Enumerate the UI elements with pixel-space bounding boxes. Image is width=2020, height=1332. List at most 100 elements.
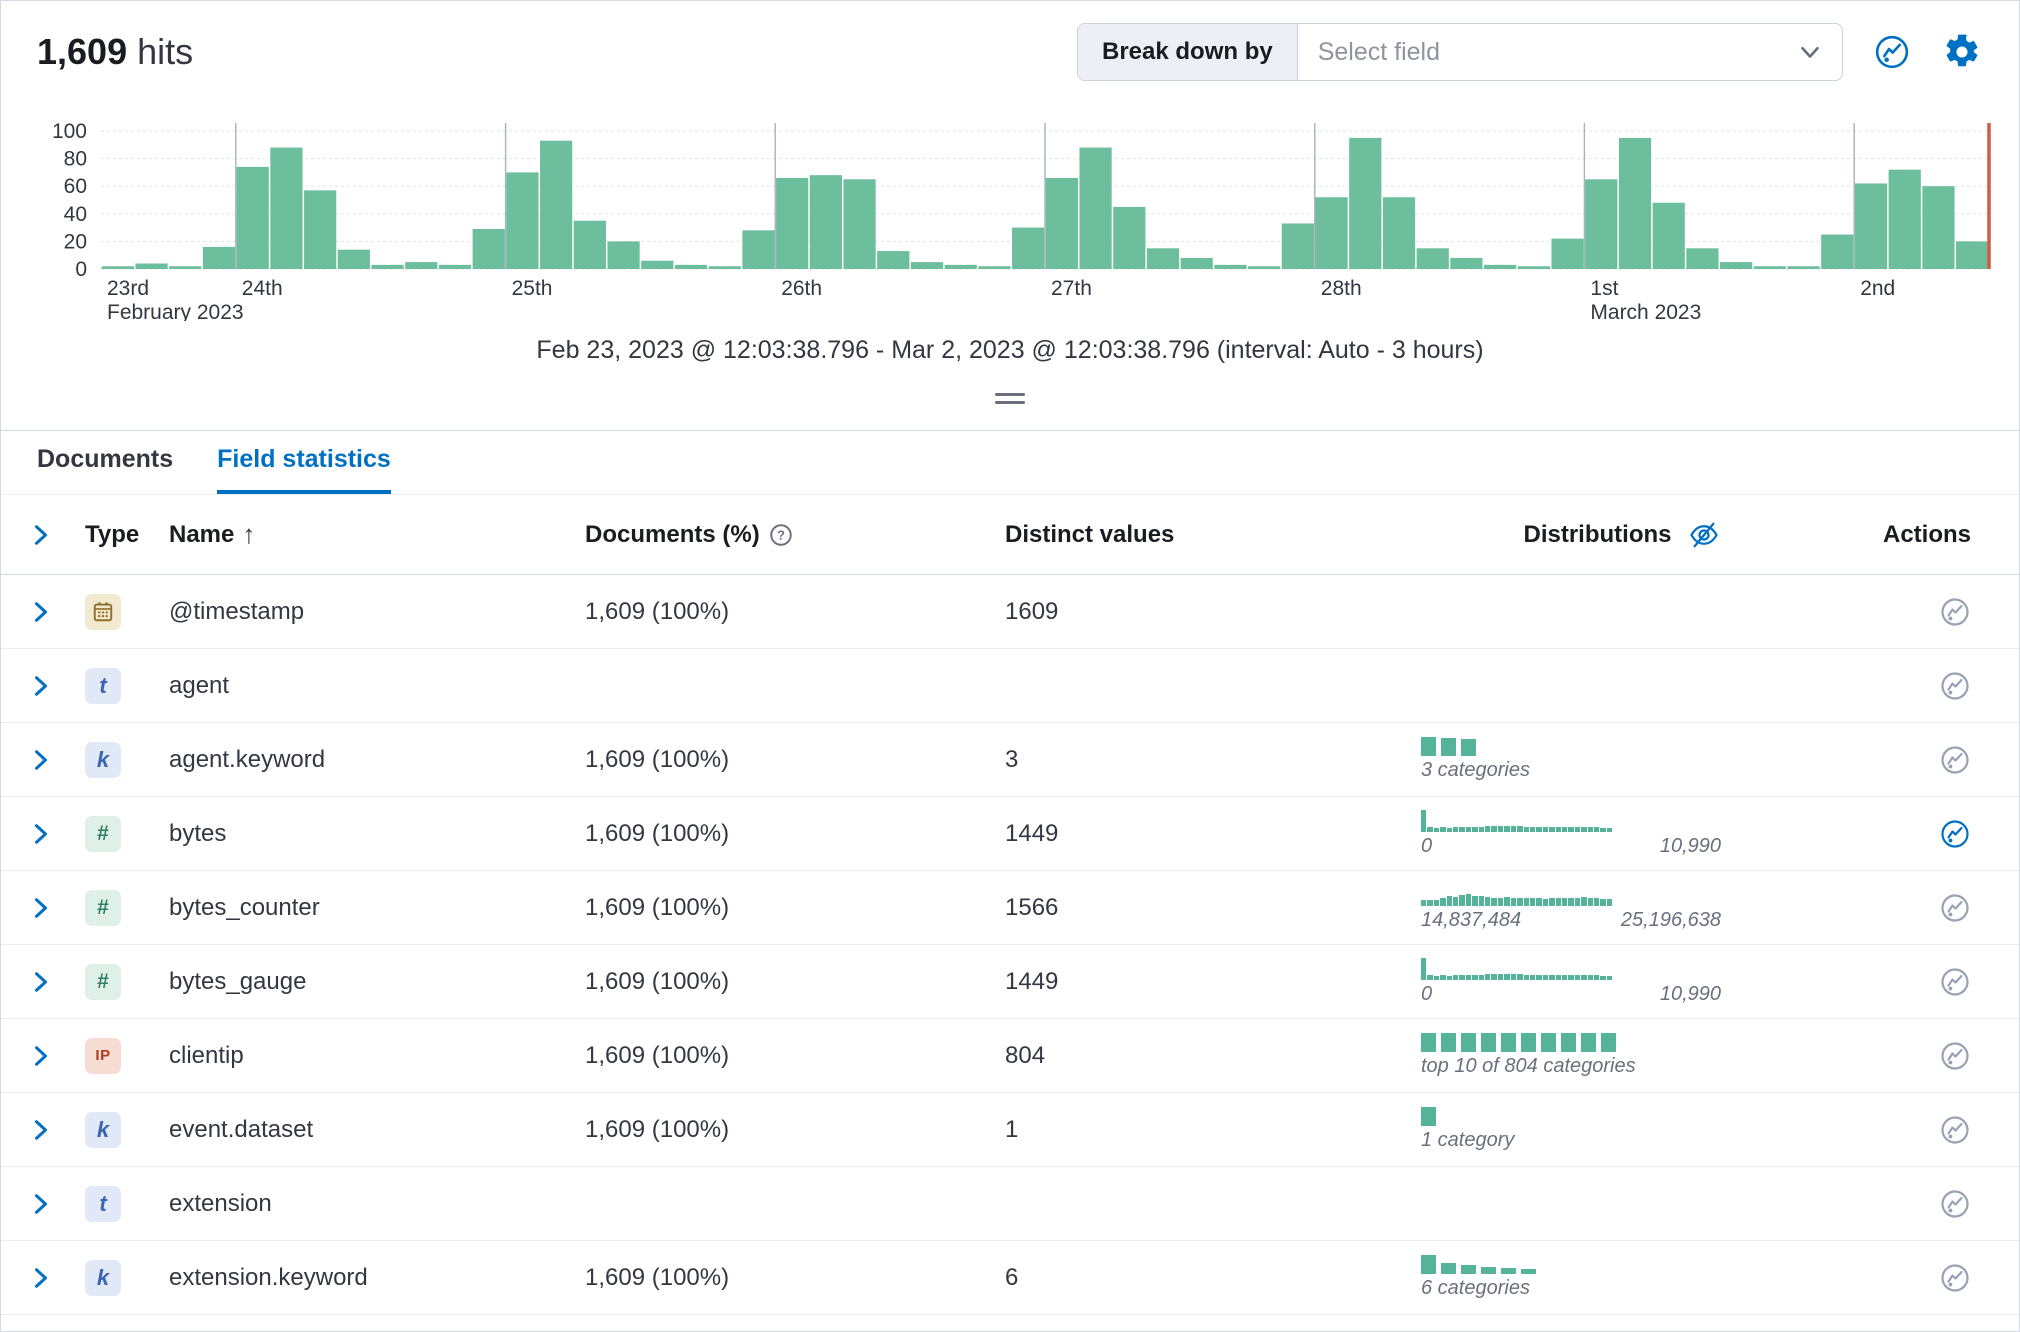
hits-toolbar: 1,609 hits Break down by Select field [1, 21, 2019, 83]
breakdown-placeholder: Select field [1317, 37, 1441, 66]
pulse-chart-icon [1939, 670, 1971, 702]
panel-divider [1, 367, 2019, 429]
field-type-text-icon: t [85, 1185, 121, 1222]
field-type-text-icon: t [85, 667, 121, 704]
field-documents-percent: 1,609 (100%) [585, 893, 730, 921]
inspect-chart-button[interactable] [1871, 31, 1913, 73]
breakdown-select[interactable]: Select field [1298, 24, 1842, 80]
field-stats-action-button[interactable] [1939, 892, 1971, 924]
svg-text:1st: 1st [1590, 277, 1618, 300]
field-distribution: 6 categories [1421, 1255, 1821, 1300]
help-icon[interactable]: ? [768, 522, 794, 548]
expand-row-button[interactable] [29, 674, 53, 698]
svg-text:25th: 25th [512, 277, 553, 300]
svg-text:40: 40 [64, 203, 87, 226]
expand-row-button[interactable] [29, 1266, 53, 1290]
pulse-chart-icon [1939, 1114, 1971, 1146]
field-type-keyword-icon: k [85, 741, 121, 778]
expand-all-button[interactable] [29, 523, 53, 547]
field-name: bytes [169, 819, 227, 847]
distribution-category-bars [1421, 1255, 1536, 1274]
toggle-distributions-button[interactable] [1689, 520, 1719, 550]
distribution-min: 0 [1421, 983, 1433, 1005]
field-stats-action-button[interactable] [1939, 1262, 1971, 1294]
field-type-keyword-icon: k [85, 1259, 121, 1296]
field-name: agent [169, 671, 230, 699]
distribution-max: 10,990 [1659, 983, 1721, 1005]
field-documents-percent: 1,609 (100%) [585, 967, 730, 995]
gear-icon [1943, 33, 1981, 71]
table-row: @timestamp 1,609 (100%) 1609 [1, 575, 2019, 649]
field-type-ip-icon: IP [85, 1037, 121, 1074]
hits-label: hits [137, 31, 194, 72]
field-name: event.dataset [169, 1115, 314, 1143]
hits-count: 1,609 hits [37, 31, 193, 73]
field-stats-action-button[interactable] [1939, 966, 1971, 998]
svg-text:0: 0 [75, 258, 87, 281]
field-stats-action-button[interactable] [1939, 818, 1971, 850]
pulse-chart-icon [1939, 818, 1971, 850]
distribution-range-labels: 14,837,484 25,196,638 [1421, 909, 1721, 932]
field-stats-action-button[interactable] [1939, 1114, 1971, 1146]
distribution-category-bars [1421, 737, 1476, 756]
table-row: t agent [1, 649, 2019, 723]
expand-row-button[interactable] [29, 748, 53, 772]
distribution-label: 3 categories [1421, 759, 1530, 781]
expand-row-button[interactable] [29, 1192, 53, 1216]
tab-documents[interactable]: Documents [37, 445, 174, 473]
field-distinct-values: 6 [1005, 1263, 1019, 1291]
distribution-label: top 10 of 804 categories [1421, 1055, 1636, 1077]
field-documents-percent: 1,609 (100%) [585, 1115, 730, 1143]
distribution-category-bars [1421, 1033, 1616, 1052]
pulse-chart-icon [1939, 596, 1971, 628]
field-stats-action-button[interactable] [1939, 1040, 1971, 1072]
pulse-chart-icon [1939, 892, 1971, 924]
svg-text:80: 80 [64, 148, 87, 171]
field-stats-action-button[interactable] [1939, 744, 1971, 776]
expand-row-button[interactable] [29, 822, 53, 846]
svg-text:60: 60 [64, 175, 87, 198]
field-type-keyword-icon: k [85, 1111, 121, 1148]
field-distinct-values: 804 [1005, 1041, 1046, 1069]
hits-histogram[interactable]: 0 20 40 60 80 100 23rd February 2023 24th 25th 26t… [1, 117, 2019, 321]
expand-row-button[interactable] [29, 970, 53, 994]
distribution-histogram [1421, 809, 1613, 832]
field-type-number-icon: # [85, 815, 121, 852]
tab-field-statistics[interactable]: Field statistics [217, 445, 391, 494]
pulse-chart-icon [1939, 1040, 1971, 1072]
field-distribution: 0 10,990 [1421, 957, 1821, 1006]
field-stats-action-button[interactable] [1939, 670, 1971, 702]
sort-ascending-icon: ↑ [242, 519, 256, 549]
field-distribution: 14,837,484 25,196,638 [1421, 883, 1821, 932]
table-row: k agent.keyword 1,609 (100%) 3 3 categor… [1, 723, 2019, 797]
distribution-min: 14,837,484 [1421, 909, 1522, 931]
distribution-histogram [1421, 883, 1613, 906]
field-distribution: 1 category [1421, 1107, 1821, 1152]
field-name: @timestamp [169, 597, 305, 625]
field-name: clientip [169, 1041, 244, 1069]
expand-row-button[interactable] [29, 1044, 53, 1068]
table-row: k event.dataset 1,609 (100%) 1 1 categor… [1, 1093, 2019, 1167]
distribution-label: 1 category [1421, 1129, 1515, 1151]
field-statistics-table: Type Name ↑ Documents (%) ? [1, 495, 2019, 1315]
resize-handle[interactable] [995, 387, 1025, 410]
distribution-category-bars [1421, 1107, 1436, 1126]
expand-row-button[interactable] [29, 896, 53, 920]
chart-settings-button[interactable] [1941, 31, 1983, 73]
header-name[interactable]: Name ↑ [169, 519, 256, 549]
svg-text:100: 100 [52, 120, 87, 143]
pulse-chart-icon [1939, 1188, 1971, 1220]
field-documents-percent: 1,609 (100%) [585, 819, 730, 847]
field-name: bytes_gauge [169, 967, 307, 995]
field-distribution: 0 10,990 [1421, 809, 1821, 858]
distribution-histogram [1421, 957, 1613, 980]
histogram-panel: 1,609 hits Break down by Select field [1, 1, 2019, 431]
field-stats-action-button[interactable] [1939, 596, 1971, 628]
table-row: # bytes_counter 1,609 (100%) 1566 14,837… [1, 871, 2019, 945]
expand-row-button[interactable] [29, 600, 53, 624]
table-row: # bytes_gauge 1,609 (100%) 1449 0 10,990 [1, 945, 2019, 1019]
field-stats-action-button[interactable] [1939, 1188, 1971, 1220]
expand-row-button[interactable] [29, 1118, 53, 1142]
field-name: extension.keyword [169, 1263, 368, 1291]
